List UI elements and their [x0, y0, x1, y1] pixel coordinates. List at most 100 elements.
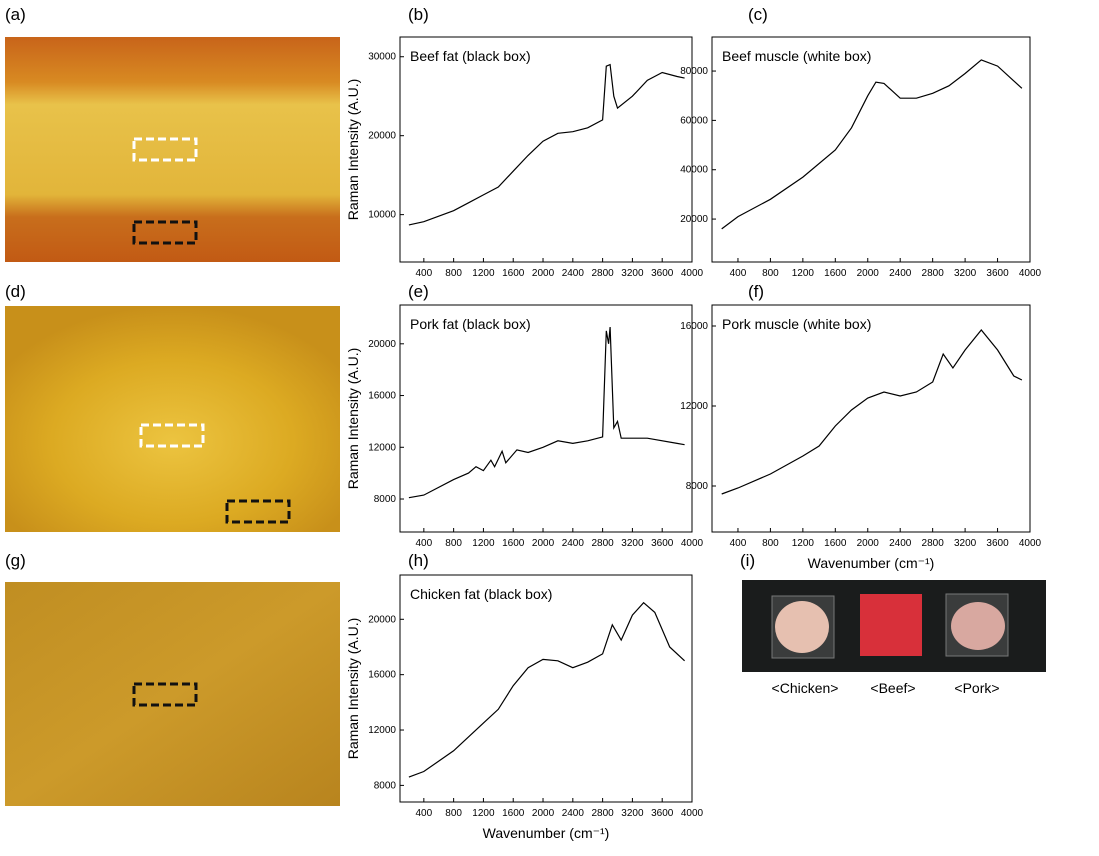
y-tick-label: 12000: [680, 401, 708, 412]
x-tick-label: 2400: [889, 538, 912, 549]
y-tick-label: 16000: [368, 670, 396, 681]
photo-d: [5, 306, 340, 532]
x-tick-label: 2800: [922, 538, 945, 549]
x-tick-label: 1600: [502, 268, 525, 279]
x-tick-label: 800: [445, 538, 462, 549]
y-tick-label: 30000: [368, 52, 396, 63]
panel-label: (a): [5, 5, 26, 24]
annotation: Chicken fat (black box): [410, 586, 552, 602]
y-tick-label: 16000: [680, 321, 708, 332]
x-tick-label: 1200: [472, 538, 495, 549]
x-tick-label: 3600: [986, 538, 1009, 549]
y-tick-label: 60000: [680, 115, 708, 126]
x-tick-label: 3200: [954, 268, 977, 279]
x-tick-label: 4000: [681, 538, 704, 549]
spectrum-line: [408, 326, 685, 499]
x-axis-label: Wavenumber (cm⁻¹): [808, 555, 935, 571]
spectrum-line: [721, 59, 1023, 230]
panel-label: (h): [408, 551, 429, 570]
x-tick-label: 2000: [532, 538, 555, 549]
x-axis-label: Wavenumber (cm⁻¹): [483, 825, 610, 841]
x-tick-label: 1200: [792, 538, 815, 549]
x-tick-label: 400: [730, 538, 747, 549]
x-tick-label: 400: [415, 808, 432, 819]
panel-label: (d): [5, 282, 26, 301]
annotation: Beef muscle (white box): [722, 48, 871, 64]
x-tick-label: 2400: [562, 268, 585, 279]
x-tick-label: 2400: [889, 268, 912, 279]
panel-label: (b): [408, 5, 429, 24]
x-tick-label: 2800: [591, 808, 614, 819]
x-tick-label: 2800: [922, 268, 945, 279]
y-axis-label: Raman Intensity (A.U.): [345, 348, 361, 490]
x-tick-label: 1600: [824, 268, 847, 279]
photo-g: [5, 582, 340, 806]
x-tick-label: 3200: [621, 808, 644, 819]
x-tick-label: 3600: [986, 268, 1009, 279]
y-tick-label: 16000: [368, 391, 396, 402]
y-axis-label: Raman Intensity (A.U.): [345, 79, 361, 221]
x-tick-label: 2000: [532, 808, 555, 819]
y-tick-label: 8000: [374, 494, 397, 505]
x-tick-label: 1200: [792, 268, 815, 279]
photo-caption: <Pork>: [954, 680, 999, 696]
y-tick-label: 20000: [680, 214, 708, 225]
x-tick-label: 3600: [651, 268, 674, 279]
y-tick-label: 8000: [686, 481, 709, 492]
spectrum-line: [408, 601, 686, 778]
x-tick-label: 3200: [621, 268, 644, 279]
y-tick-label: 20000: [368, 339, 396, 350]
x-tick-label: 4000: [681, 808, 704, 819]
x-tick-label: 2800: [591, 268, 614, 279]
plot-frame: [399, 36, 693, 263]
panel-label: (g): [5, 551, 26, 570]
spectrum-line: [408, 63, 685, 226]
photo-caption: <Beef>: [870, 680, 915, 696]
plot-frame: [711, 304, 1031, 533]
x-tick-label: 3200: [621, 538, 644, 549]
plot-frame: [399, 574, 693, 803]
annotation: Beef fat (black box): [410, 48, 531, 64]
x-tick-label: 800: [445, 268, 462, 279]
photo-caption: <Chicken>: [772, 680, 839, 696]
y-tick-label: 20000: [368, 614, 396, 625]
panel-label: (i): [740, 551, 755, 570]
y-tick-label: 40000: [680, 165, 708, 176]
plot-frame: [399, 304, 693, 533]
x-tick-label: 2000: [857, 538, 880, 549]
x-tick-label: 800: [762, 538, 779, 549]
y-tick-label: 12000: [368, 442, 396, 453]
x-tick-label: 4000: [1019, 538, 1042, 549]
annotation: Pork fat (black box): [410, 316, 531, 332]
x-tick-label: 800: [762, 268, 779, 279]
annotation: Pork muscle (white box): [722, 316, 871, 332]
y-tick-label: 12000: [368, 725, 396, 736]
panel-label: (f): [748, 282, 764, 301]
plot-frame: [711, 36, 1031, 263]
x-tick-label: 400: [415, 538, 432, 549]
x-tick-label: 2000: [857, 268, 880, 279]
x-tick-label: 2400: [562, 808, 585, 819]
x-tick-label: 1600: [824, 538, 847, 549]
y-tick-label: 10000: [368, 210, 396, 221]
y-tick-label: 20000: [368, 131, 396, 142]
x-tick-label: 4000: [681, 268, 704, 279]
y-axis-label: Raman Intensity (A.U.): [345, 618, 361, 760]
x-tick-label: 800: [445, 808, 462, 819]
x-tick-label: 1600: [502, 808, 525, 819]
panel-label: (c): [748, 5, 768, 24]
x-tick-label: 400: [730, 268, 747, 279]
x-tick-label: 1200: [472, 808, 495, 819]
x-tick-label: 4000: [1019, 268, 1042, 279]
spectrum-line: [721, 329, 1023, 495]
y-tick-label: 80000: [680, 66, 708, 77]
x-tick-label: 3200: [954, 538, 977, 549]
panel-label: (e): [408, 282, 429, 301]
photo-a: [5, 37, 340, 262]
x-tick-label: 2800: [591, 538, 614, 549]
x-tick-label: 3600: [651, 808, 674, 819]
x-tick-label: 1200: [472, 268, 495, 279]
photo-i: [742, 580, 1046, 672]
y-tick-label: 8000: [374, 780, 397, 791]
